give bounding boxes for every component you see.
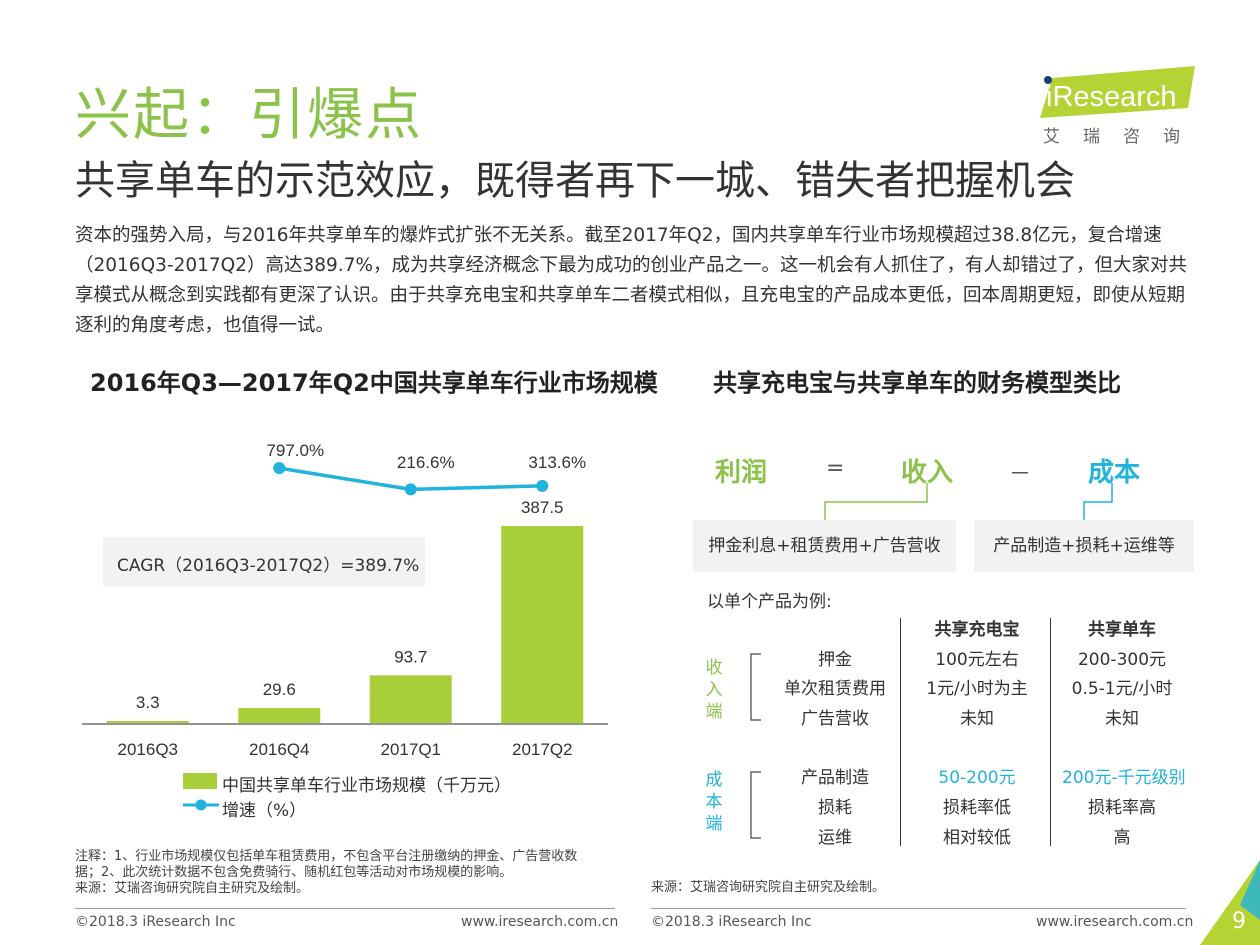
footer-url-left[interactable]: www.iresearch.com.cn	[461, 914, 619, 930]
powerbank-rental: 1元/小时为主	[926, 679, 1028, 699]
col-header-powerbank: 共享充电宝	[934, 620, 1020, 640]
footer-divider-left	[75, 908, 615, 909]
table-divider-1	[900, 618, 901, 846]
row-label-manufacturing: 产品制造	[801, 768, 869, 788]
revenue-group-label: 收入端	[705, 658, 723, 722]
bike-wear: 损耗率高	[1088, 798, 1156, 818]
row-label-rental: 单次租赁费用	[784, 679, 886, 699]
table-divider-2	[1050, 618, 1051, 846]
bar-label-2017Q2: 387.5	[521, 498, 564, 517]
cagr-annotation: CAGR（2016Q3-2017Q2）=389.7%	[117, 556, 420, 576]
corner-decoration	[1200, 860, 1260, 945]
formula-cost: 成本	[1088, 458, 1141, 488]
bar-2017Q1	[369, 675, 452, 723]
bike-deposit: 200-300元	[1077, 650, 1167, 670]
growth-point-2016Q4	[273, 462, 286, 475]
growth-label-2017Q2: 313.6%	[528, 453, 586, 472]
bar-label-2016Q3: 3.3	[136, 693, 160, 712]
powerbank-deposit: 100元左右	[935, 650, 1019, 670]
revenue-components-box: 押金利息+租赁费用+广告营收	[693, 520, 956, 572]
cost-group-label: 成本端	[705, 770, 723, 834]
growth-point-2017Q2	[536, 479, 549, 492]
right-source-note: 来源：艾瑞咨询研究院自主研究及绘制。	[651, 880, 886, 895]
intro-paragraph: 资本的强势入局，与2016年共享单车的爆炸式扩张不无关系。截至2017年Q2，国…	[75, 225, 1188, 336]
growth-label-2017Q1: 216.6%	[397, 453, 455, 472]
col-header-bike: 共享单车	[1088, 620, 1156, 640]
legend-line-label: 增速（%）	[222, 801, 307, 821]
formula-connectors	[824, 483, 1113, 520]
footer-copyright-left: ©2018.3 iResearch Inc	[75, 914, 236, 930]
note-line-1: 注释：1、行业市场规模仅包括单车租赁费用，不包含平台注册缴纳的押金、广告营收数	[75, 849, 578, 864]
growth-label-2016Q4: 797.0%	[266, 441, 324, 460]
bike-operations: 高	[1113, 828, 1131, 848]
page-number: 9	[1232, 909, 1246, 934]
bike-rental: 0.5-1元/小时	[1071, 679, 1173, 699]
legend-bar-swatch	[183, 773, 217, 789]
footer-divider-right	[651, 908, 1186, 909]
footer-url-right[interactable]: www.iresearch.com.cn	[1036, 914, 1194, 930]
legend-bar-label: 中国共享单车行业市场规模（千万元）	[222, 776, 511, 796]
powerbank-manufacturing: 50-200元	[938, 768, 1016, 788]
x-tick-2016Q4: 2016Q4	[249, 740, 310, 759]
powerbank-ads: 未知	[960, 709, 994, 729]
bar-label-2017Q1: 93.7	[394, 647, 427, 666]
left-section-title: 2016年Q3—2017年Q2中国共享单车行业市场规模	[90, 369, 658, 397]
page-subtitle: 共享单车的示范效应，既得者再下一城、错失者把握机会	[75, 158, 1075, 204]
page-title: 兴起：引爆点	[75, 83, 423, 148]
x-tick-2017Q1: 2017Q1	[381, 740, 442, 759]
iresearch-logo: iResearch	[1040, 66, 1195, 118]
formula-minus: －	[1009, 462, 1032, 487]
logo-text: iResearch	[1046, 81, 1177, 113]
right-section-title: 共享充电宝与共享单车的财务模型类比	[713, 369, 1121, 397]
growth-point-2017Q1	[404, 483, 417, 496]
chart-notes: 注释：1、行业市场规模仅包括单车租赁费用，不包含平台注册缴纳的押金、广告营收数 …	[75, 849, 635, 897]
x-tick-2017Q2: 2017Q2	[512, 740, 573, 759]
market-size-chart: 3.3 29.6 93.7 387.5 2016Q3 2016Q4 2017Q1 2017Q2…	[82, 441, 608, 759]
legend-line-swatch	[183, 799, 219, 811]
row-label-ads: 广告营收	[801, 709, 869, 729]
row-label-wear: 损耗	[818, 798, 852, 818]
footer-copyright-right: ©2018.3 iResearch Inc	[651, 914, 812, 930]
bar-2016Q3	[106, 721, 189, 723]
formula-equals: =	[826, 456, 845, 481]
bike-ads: 未知	[1105, 709, 1139, 729]
row-label-deposit: 押金	[818, 650, 852, 670]
bike-manufacturing: 200元-千元级别	[1062, 768, 1186, 788]
example-label: 以单个产品为例:	[707, 592, 832, 612]
powerbank-operations: 相对较低	[943, 828, 1011, 848]
cost-components-box: 产品制造+损耗+运维等	[974, 520, 1194, 572]
group-brackets	[750, 653, 761, 839]
bar-2017Q2	[501, 526, 584, 723]
bar-label-2016Q4: 29.6	[263, 680, 296, 699]
bar-2016Q4	[238, 707, 321, 723]
x-tick-2016Q3: 2016Q3	[118, 740, 179, 759]
row-label-operations: 运维	[818, 828, 852, 848]
logo-subtitle: 艾瑞咨询	[1043, 127, 1203, 147]
note-line-2: 据；2、此次统计数据不包含免费骑行、随机红包等活动对市场规模的影响。	[75, 865, 513, 880]
note-line-3: 来源：艾瑞咨询研究院自主研究及绘制。	[75, 881, 310, 896]
powerbank-wear: 损耗率低	[943, 798, 1011, 818]
formula-profit: 利润	[715, 458, 768, 488]
cagr-box	[103, 537, 425, 587]
